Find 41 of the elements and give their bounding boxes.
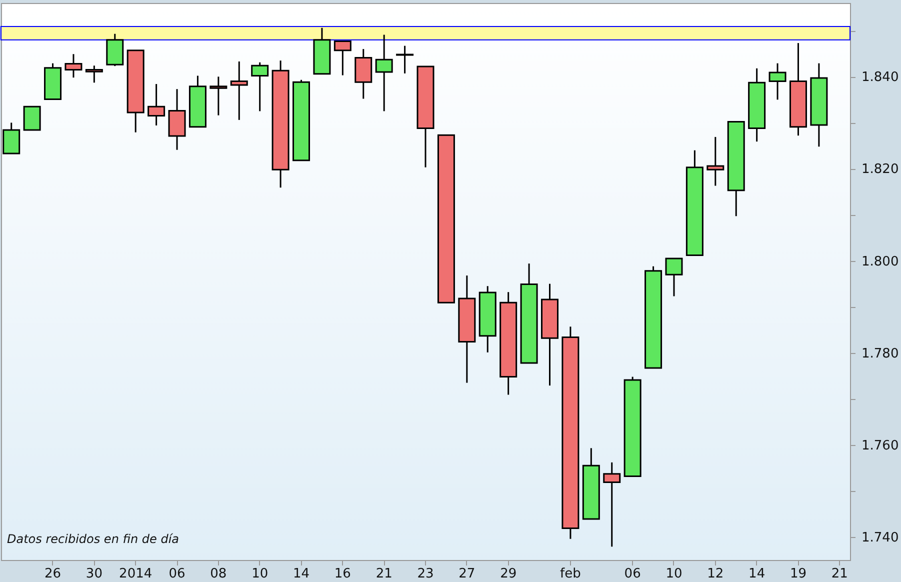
x-tick-label: 30 [86, 566, 102, 582]
x-tick-label: 29 [500, 566, 517, 582]
candlestick [603, 462, 621, 548]
candlestick [85, 64, 103, 84]
x-tick-label: 27 [458, 566, 476, 582]
annotation: Datos recibidos en fin de día [7, 532, 180, 546]
y-tick-label: 1.840 [862, 70, 899, 86]
y-tick-label: 1.800 [862, 254, 899, 270]
x-tick-label: 2014 [119, 566, 152, 582]
x-tick-label: 23 [417, 566, 434, 582]
candlestick [375, 34, 393, 112]
candlestick [2, 122, 20, 154]
x-tick-label: 10 [666, 566, 682, 582]
x-tick-label: feb [560, 566, 581, 582]
candlestick [210, 76, 228, 116]
x-tick-label: 06 [168, 566, 186, 582]
candlestick [768, 62, 786, 100]
x-tick-label: 16 [334, 566, 351, 582]
candlestick [665, 258, 683, 297]
y-tick-label: 1.780 [862, 346, 899, 362]
candlestick [334, 40, 352, 76]
x-tick-label: 10 [252, 566, 268, 582]
x-tick-label: 19 [790, 566, 807, 582]
x-tick-label: 21 [376, 566, 392, 582]
y-tick-label: 1.740 [862, 530, 899, 546]
candlestick [251, 62, 269, 112]
y-tick-label: 1.760 [862, 438, 899, 454]
candlestick [230, 60, 248, 121]
candlestick [396, 45, 414, 74]
x-tick-label: 21 [831, 566, 848, 582]
x-tick-label: 26 [44, 566, 62, 582]
candlestick [148, 83, 166, 126]
x-tick-label: 08 [210, 566, 227, 582]
x-tick-label: 06 [624, 566, 641, 582]
x-tick-label: 14 [748, 566, 766, 582]
candlestick [23, 106, 41, 131]
x-tick-label: 14 [292, 566, 310, 582]
y-tick-label: 1.820 [862, 162, 899, 178]
x-tick-label: 12 [707, 566, 724, 582]
candlestick [64, 53, 82, 78]
candlestick [706, 136, 724, 186]
